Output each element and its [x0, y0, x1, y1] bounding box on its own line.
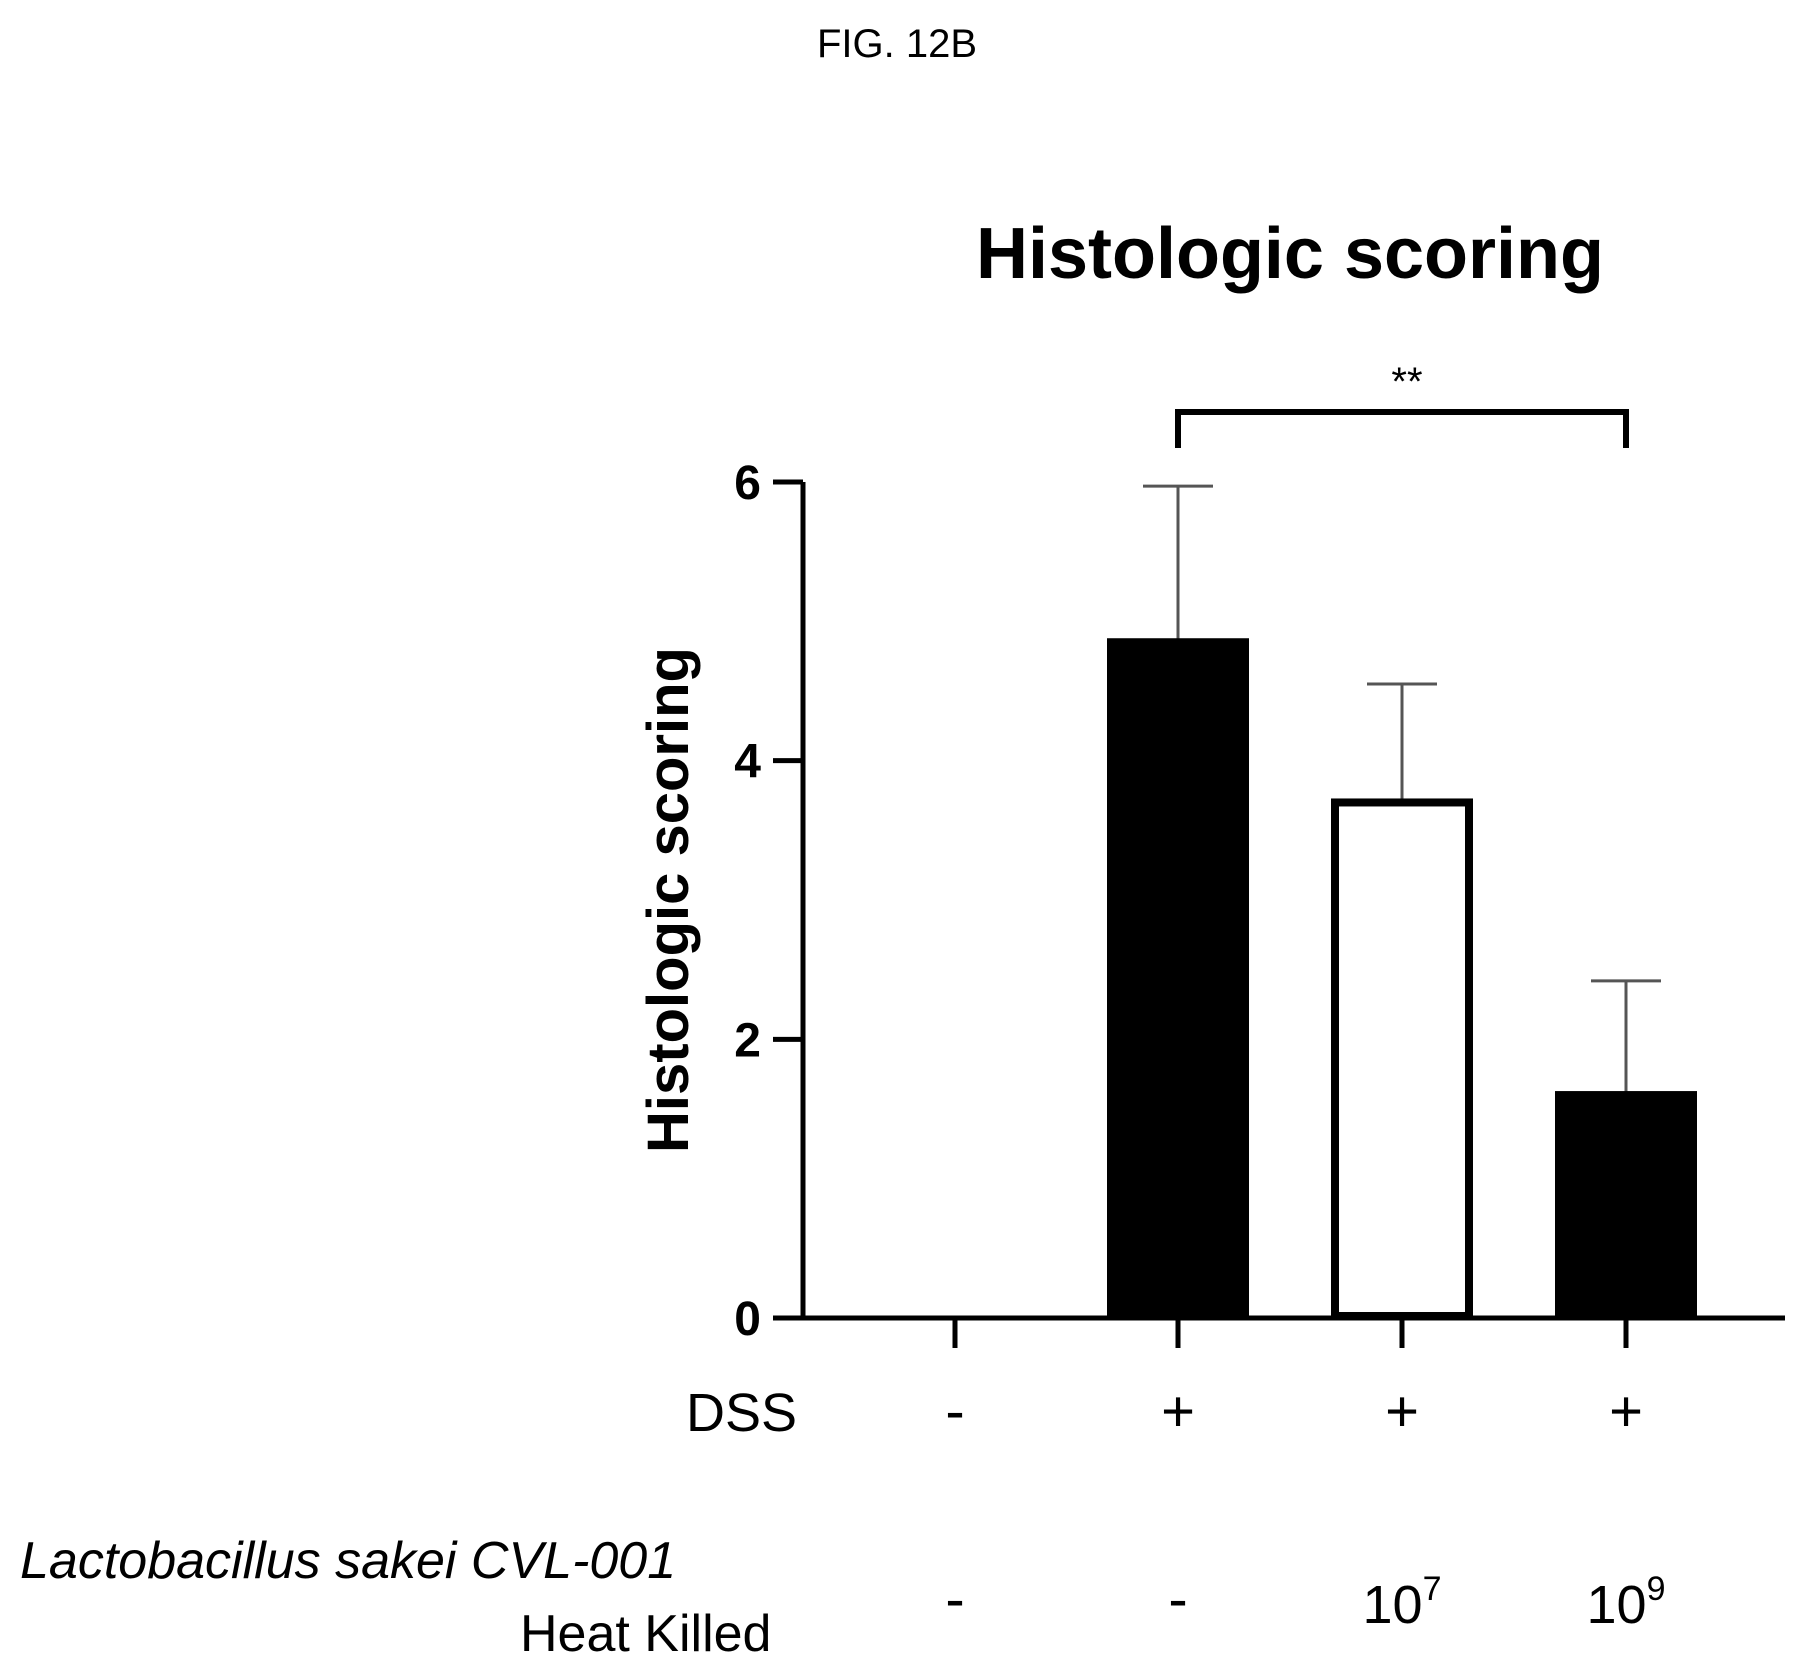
treatment-value: - [945, 1567, 965, 1632]
dss-value: + [1161, 1379, 1195, 1444]
dose-exponent: 9 [1646, 1570, 1666, 1608]
significance-label: ** [1391, 360, 1422, 404]
y-tick-label: 6 [734, 457, 761, 510]
dss-value: + [1385, 1379, 1419, 1444]
bar [1331, 798, 1473, 1320]
dose-base: 10 [1586, 1575, 1647, 1635]
dose-exponent: 7 [1422, 1570, 1442, 1608]
significance-bracket [1175, 409, 1629, 448]
treatment-label-line1: Lactobacillus sakei CVL-001 [20, 1532, 677, 1590]
bar [1555, 1091, 1697, 1320]
y-axis-label: Histologic scoring [636, 647, 701, 1153]
dss-value: + [1609, 1379, 1643, 1444]
chart-title: Histologic scoring [976, 214, 1604, 294]
figure-label: FIG. 12B [816, 22, 978, 66]
dss-row-label: DSS [686, 1383, 798, 1443]
dose-base: 10 [1362, 1575, 1423, 1635]
y-tick-label: 4 [734, 736, 761, 789]
treatment-value: 107 [1322, 1570, 1482, 1636]
treatment-label-line2: Heat Killed [520, 1605, 772, 1663]
dss-value: - [945, 1379, 965, 1444]
treatment-value: - [1168, 1567, 1188, 1632]
treatment-value: 109 [1546, 1570, 1706, 1636]
bar [1107, 638, 1249, 1320]
y-tick-label: 2 [734, 1014, 761, 1067]
y-tick-label: 0 [734, 1293, 761, 1346]
